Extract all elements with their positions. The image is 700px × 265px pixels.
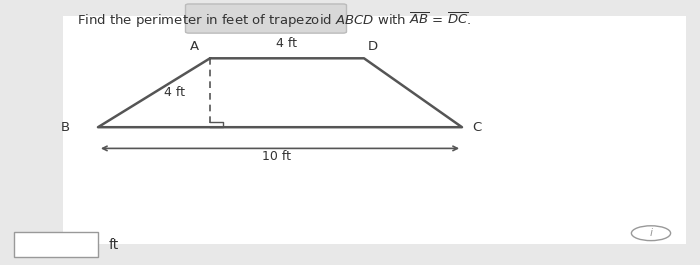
Text: 4 ft: 4 ft <box>276 37 298 50</box>
Text: 10 ft: 10 ft <box>262 150 291 163</box>
FancyBboxPatch shape <box>186 4 346 33</box>
Text: i: i <box>650 228 652 238</box>
Text: A: A <box>190 40 199 53</box>
FancyBboxPatch shape <box>14 232 98 257</box>
Text: B: B <box>61 121 70 134</box>
Text: 4 ft: 4 ft <box>164 86 186 99</box>
Text: ft: ft <box>108 238 119 252</box>
Text: Find the perimeter in feet of trapezoid $ABCD$ with $\overline{AB}$ = $\overline: Find the perimeter in feet of trapezoid … <box>77 11 471 30</box>
Text: C: C <box>473 121 482 134</box>
FancyBboxPatch shape <box>63 16 686 244</box>
Text: D: D <box>368 40 377 53</box>
